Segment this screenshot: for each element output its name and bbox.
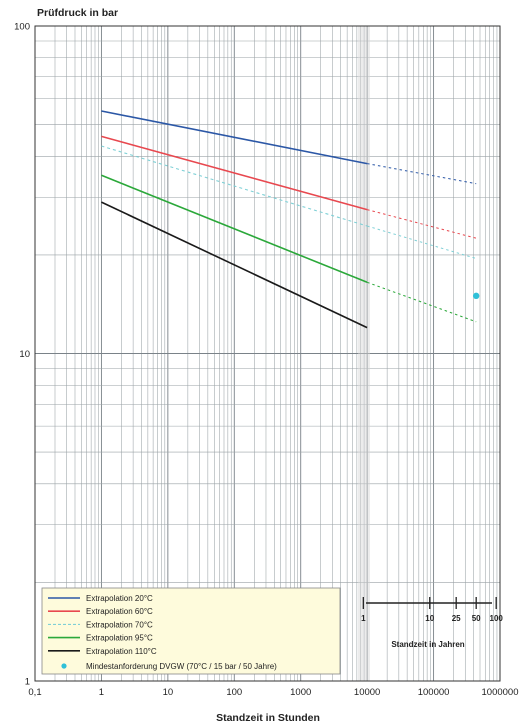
y-tick-label: 100 [14, 22, 30, 33]
legend-label: Extrapolation 70°C [86, 620, 153, 629]
x-tick-label: 1 [99, 687, 104, 698]
years-tick-label: 10 [425, 614, 434, 623]
years-tick-label: 1 [361, 614, 366, 623]
y-tick-labels: 1 10 100 [14, 22, 30, 688]
x-tick-label: 100 [226, 687, 242, 698]
requirement-point [472, 292, 480, 300]
years-axis: 1 10 25 50 100 Standzeit in Jahren [361, 597, 503, 649]
years-axis-ticks: 1 10 25 50 100 [361, 597, 503, 623]
years-tick-label: 25 [452, 614, 461, 623]
legend-label: Extrapolation 110°C [86, 647, 157, 656]
x-tick-label: 1000 [290, 687, 311, 698]
years-axis-label: Standzeit in Jahren [391, 640, 464, 649]
series-line-1 [101, 135, 368, 211]
plot-frame [34, 25, 501, 682]
x-axis-label: Standzeit in Stunden [216, 712, 320, 724]
series-line-3 [101, 174, 368, 284]
legend-point-swatch [61, 663, 67, 669]
x-tick-label: 10 [163, 687, 174, 698]
years-tick-label: 50 [472, 614, 481, 623]
legend-label: Mindestanforderung DVGW (70°C / 15 bar /… [86, 662, 277, 671]
legend-label: Extrapolation 20°C [86, 594, 153, 603]
grid [34, 26, 500, 682]
x-tick-label: 100000 [418, 687, 450, 698]
series-extrapolation-1 [366, 209, 477, 239]
x-tick-labels: 0,1 1 10 100 1000 10000 100000 1000000 [28, 687, 518, 698]
x-tick-label: 0,1 [28, 687, 41, 698]
series-line-2 [101, 145, 368, 227]
series-layer [101, 110, 480, 329]
series-line-0 [101, 110, 368, 165]
series-extrapolation-0 [367, 163, 477, 185]
legend: Extrapolation 20°C Extrapolation 60°C Extr… [41, 587, 341, 675]
legend-items: Extrapolation 20°C Extrapolation 60°C Extr… [48, 594, 277, 671]
series-line-4 [101, 201, 368, 329]
legend-label: Extrapolation 95°C [86, 634, 153, 643]
series-extrapolation-2 [366, 225, 477, 259]
legend-label: Extrapolation 60°C [86, 607, 153, 616]
y-tick-label: 1 [25, 677, 30, 688]
x-tick-label: 1000000 [482, 687, 519, 698]
y-tick-label: 10 [19, 349, 30, 360]
years-tick-label: 100 [490, 614, 504, 623]
x-tick-label: 10000 [354, 687, 380, 698]
y-axis-label: Prüfdruck in bar [37, 7, 118, 19]
legend-box [41, 587, 341, 675]
shaded-band [358, 26, 370, 681]
